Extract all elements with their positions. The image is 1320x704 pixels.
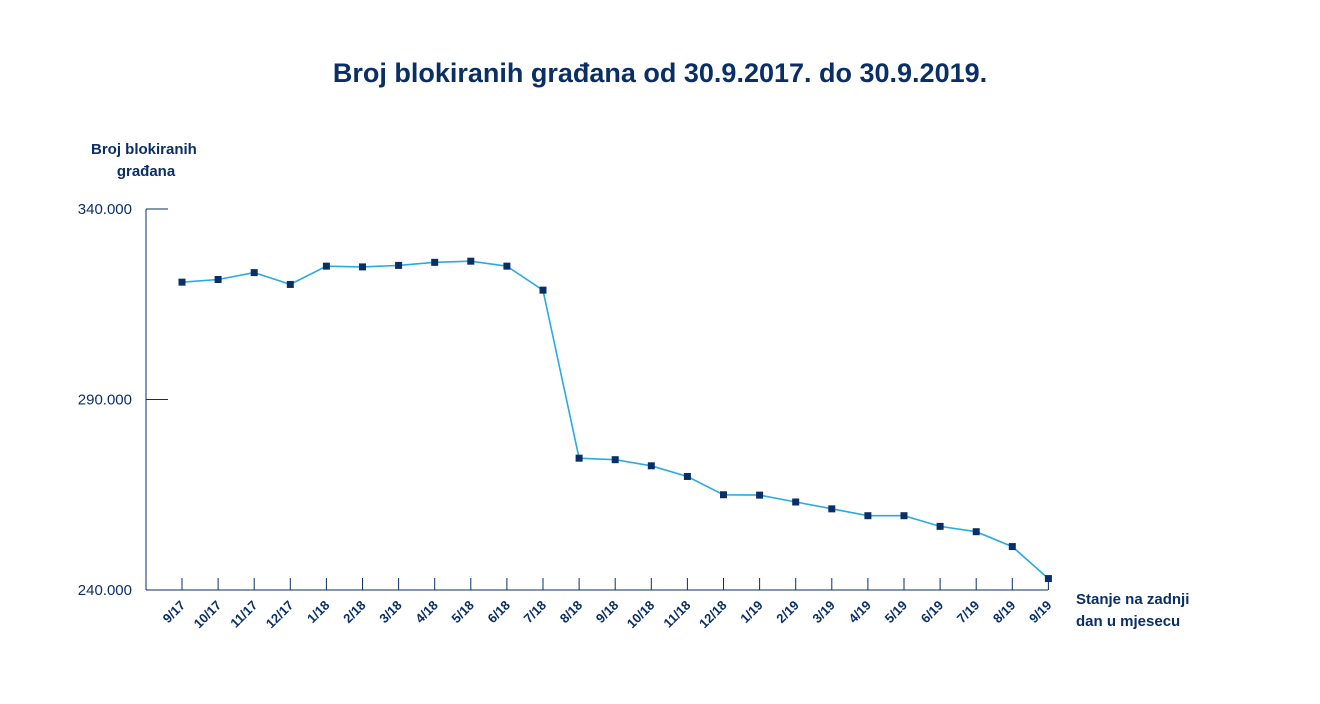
- data-point: [611, 456, 619, 464]
- x-tick-label: 1/19: [737, 598, 766, 627]
- x-tick-label: 12/17: [263, 598, 297, 632]
- x-tick-label: 3/19: [809, 598, 838, 627]
- data-point: [214, 275, 222, 283]
- x-tick-label: 7/18: [521, 598, 550, 627]
- data-point: [683, 472, 691, 480]
- x-tick-label: 8/18: [557, 598, 586, 627]
- x-tick-label: 9/17: [160, 598, 189, 627]
- data-point: [539, 286, 547, 294]
- x-tick-label: 9/18: [593, 598, 622, 627]
- x-tick-label: 4/19: [846, 598, 875, 627]
- data-point: [467, 257, 475, 265]
- x-tick-label: 11/18: [660, 598, 693, 631]
- y-tick-label: 340.000: [78, 201, 132, 218]
- x-tick-label: 8/19: [990, 598, 1019, 627]
- x-tick-label: 11/17: [227, 598, 260, 631]
- x-tick-label: 7/19: [954, 598, 983, 627]
- data-point: [900, 512, 908, 520]
- y-tick-label: 290.000: [78, 392, 132, 409]
- x-tick-label: 6/19: [918, 598, 947, 627]
- y-axis-ticks: 340.000 290.000 240.000: [78, 201, 168, 599]
- data-points: [178, 257, 1052, 583]
- data-point: [1044, 575, 1052, 583]
- x-tick-label: 2/19: [773, 598, 802, 627]
- x-tick-label: 10/17: [191, 598, 225, 632]
- x-axis-label-line-1: Stanje na zadnji: [1076, 591, 1189, 608]
- data-point: [828, 505, 836, 513]
- data-point: [720, 491, 727, 499]
- y-tick-label: 240.000: [78, 582, 132, 599]
- x-tick-label: 2/18: [340, 598, 369, 627]
- x-tick-label: 3/18: [376, 598, 405, 627]
- data-point: [359, 263, 366, 271]
- data-point: [431, 258, 439, 266]
- x-tick-label: 4/18: [412, 598, 441, 627]
- chart-title: Broj blokiranih građana od 30.9.2017. do…: [333, 58, 987, 88]
- data-point: [286, 280, 294, 288]
- data-point: [756, 491, 764, 499]
- x-tick-label: 1/18: [304, 598, 333, 627]
- x-axis-label: Stanje na zadnji dan u mjesecu: [1076, 591, 1194, 630]
- y-axis-label: Broj blokiranih građana: [91, 141, 201, 180]
- x-tick-label: 6/18: [485, 598, 514, 627]
- data-point: [322, 262, 330, 270]
- data-point: [178, 278, 186, 286]
- x-tick-label: 5/19: [882, 598, 911, 627]
- x-axis-label-line-2: dan u mjesecu: [1076, 613, 1180, 630]
- y-axis-label-line-2: građana: [117, 163, 176, 180]
- data-point: [972, 528, 980, 536]
- y-axis-label-line-1: Broj blokiranih: [91, 141, 197, 158]
- x-tick-label: 5/18: [448, 598, 477, 627]
- x-axis-ticks: 9/17 10/17 11/17 12/17 1/18 2/18 3/18 4/18 5/18 6…: [160, 578, 1055, 631]
- data-point: [575, 454, 583, 462]
- data-point: [936, 522, 944, 530]
- data-point: [503, 262, 511, 270]
- x-tick-label: 10/18: [624, 598, 658, 632]
- data-point: [1008, 543, 1016, 551]
- data-point: [395, 261, 403, 269]
- data-point: [647, 462, 655, 470]
- data-point: [864, 512, 872, 520]
- data-point: [250, 269, 258, 277]
- x-tick-label: 12/18: [696, 598, 730, 632]
- data-point: [792, 498, 800, 506]
- x-tick-label: 9/19: [1026, 598, 1055, 627]
- series-line: [181, 260, 1049, 580]
